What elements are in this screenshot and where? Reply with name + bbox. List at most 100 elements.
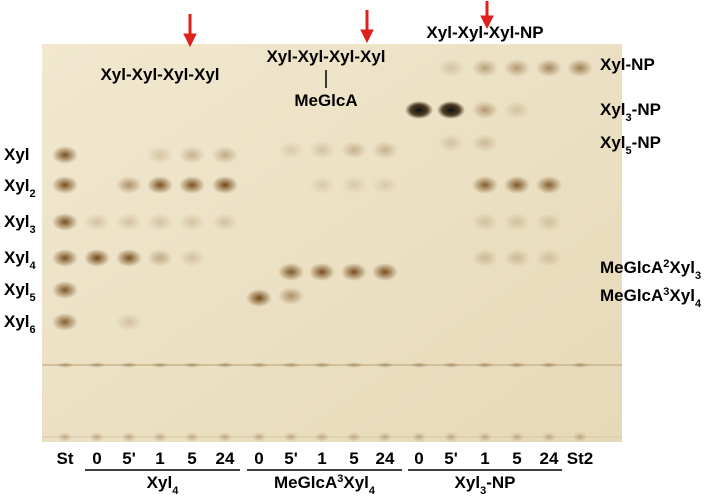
label-part: Xyl (600, 100, 626, 119)
spots (52, 59, 593, 442)
spot (540, 362, 558, 368)
lane-label: 5' (122, 449, 136, 468)
spot (309, 141, 335, 159)
spot (376, 362, 394, 368)
spot (309, 263, 335, 281)
label-part: 2 (663, 258, 669, 270)
spot (212, 213, 238, 231)
origin-spot (122, 432, 136, 442)
spot (147, 213, 173, 231)
spot (341, 263, 367, 281)
spot (372, 176, 398, 194)
spot (52, 249, 78, 267)
left-label: Xyl (4, 145, 30, 164)
top-label: Xyl-Xyl-Xyl-NP (426, 23, 543, 42)
left-label: Xyl2 (4, 176, 36, 200)
label-part: Xyl-NP (600, 55, 655, 74)
right-label: Xyl-NP (600, 55, 655, 74)
spot (504, 101, 530, 119)
spot (372, 263, 398, 281)
spot (278, 263, 304, 281)
label-part: Xyl (4, 248, 30, 267)
label-part: -NP (632, 100, 661, 119)
spot (147, 176, 173, 194)
origin-spot (412, 432, 426, 442)
spot (472, 249, 498, 267)
spot (341, 176, 367, 194)
lane-label: 5 (187, 449, 196, 468)
spot (438, 134, 464, 152)
spot (151, 362, 169, 368)
lane-label: 24 (540, 449, 559, 468)
label-part: 3 (30, 224, 36, 236)
spot (508, 362, 526, 368)
spot (52, 213, 78, 231)
right-label: Xyl3-NP (600, 100, 661, 124)
group-label: Xyl4 (147, 473, 180, 497)
label-part: 4 (172, 485, 179, 497)
spot (116, 213, 142, 231)
origin-spot (444, 432, 458, 442)
spot (88, 362, 106, 368)
label-part: Xyl (343, 473, 369, 492)
label-part: Xyl (4, 176, 30, 195)
spot (52, 313, 78, 331)
lane-label: 0 (414, 449, 423, 468)
origin-spot (378, 432, 392, 442)
spot (52, 146, 78, 164)
lane-label: 24 (376, 449, 395, 468)
label-part: Xyl (147, 473, 173, 492)
spot (116, 313, 142, 331)
spot (438, 59, 464, 77)
spot (52, 176, 78, 194)
label-part: -NP (486, 473, 515, 492)
spot (536, 59, 562, 77)
spot (183, 362, 201, 368)
label-part: -NP (632, 133, 661, 152)
lane-label: St2 (567, 449, 593, 468)
spot (472, 101, 498, 119)
spot (246, 289, 272, 307)
label-part: 5 (626, 145, 632, 157)
origin-spot (284, 432, 298, 442)
origin-spot (573, 432, 587, 442)
labels: XylXyl2Xyl3Xyl4Xyl5Xyl6Xyl-NPXyl3-NPXyl5… (4, 55, 702, 497)
origin-spot (315, 432, 329, 442)
spot (278, 141, 304, 159)
label-part: Xyl (4, 312, 30, 331)
spot (567, 59, 593, 77)
spot (116, 176, 142, 194)
spot (410, 362, 428, 368)
arrows (183, 1, 494, 48)
spot (571, 362, 589, 368)
spot (536, 213, 562, 231)
spot (341, 141, 367, 159)
spot (212, 176, 238, 194)
label-part: MeGlcA (600, 258, 663, 277)
label-part: MeGlcA (600, 286, 663, 305)
origin-spot (542, 432, 556, 442)
label-part: 3 (337, 473, 343, 485)
label-part: 3 (626, 112, 632, 124)
spot (282, 362, 300, 368)
spot (536, 176, 562, 194)
spot (536, 249, 562, 267)
origin-spot (90, 432, 104, 442)
origin-spot (510, 432, 524, 442)
spot (216, 362, 234, 368)
spot (472, 213, 498, 231)
spot (56, 362, 74, 368)
spot (179, 213, 205, 231)
spot (212, 146, 238, 164)
origin-spot (252, 432, 266, 442)
label-part: Xyl (669, 258, 695, 277)
spot (313, 362, 331, 368)
label-part: 3 (695, 270, 701, 282)
spot (147, 249, 173, 267)
origin-spot (58, 432, 72, 442)
top-label: Xyl-Xyl-Xyl-Xyl (266, 47, 385, 66)
spot (504, 213, 530, 231)
label-part: Xyl (4, 145, 30, 164)
spot (179, 176, 205, 194)
